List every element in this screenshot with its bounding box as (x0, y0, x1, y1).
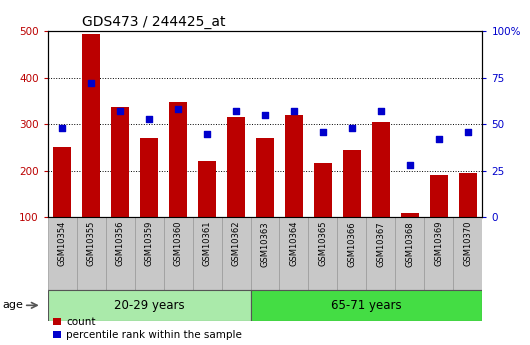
Bar (453, 217, 482, 290)
Bar (251, 217, 279, 290)
Bar (285, 115, 303, 217)
Bar (314, 163, 332, 217)
Bar (257, 138, 273, 217)
Bar (308, 217, 338, 290)
Text: GSM10363: GSM10363 (261, 221, 269, 267)
Bar (251, 290, 482, 321)
Bar (77, 217, 105, 290)
Bar (366, 217, 395, 290)
Text: GSM10359: GSM10359 (145, 221, 154, 266)
Bar (279, 217, 308, 290)
Point (290, 108, 298, 114)
Point (58, 125, 66, 131)
Text: GSM10364: GSM10364 (289, 221, 298, 266)
Text: GSM10354: GSM10354 (58, 221, 67, 266)
Bar (395, 217, 425, 290)
Point (174, 107, 182, 112)
Bar (343, 150, 360, 217)
Text: GSM10367: GSM10367 (376, 221, 385, 267)
Point (203, 131, 211, 136)
Point (87, 80, 95, 86)
Point (232, 108, 240, 114)
Text: GSM10366: GSM10366 (348, 221, 356, 267)
Text: GSM10361: GSM10361 (202, 221, 211, 266)
Text: 65-71 years: 65-71 years (331, 299, 402, 312)
Bar (459, 173, 476, 217)
Point (464, 129, 472, 135)
Bar (135, 217, 164, 290)
Point (261, 112, 269, 118)
Text: GDS473 / 244425_at: GDS473 / 244425_at (83, 14, 226, 29)
Bar (140, 138, 158, 217)
Bar (164, 217, 192, 290)
Bar (192, 217, 222, 290)
Point (116, 108, 125, 114)
Bar (170, 102, 187, 217)
Bar (83, 34, 100, 217)
Bar (198, 161, 216, 217)
Bar (227, 117, 245, 217)
Bar (401, 213, 419, 217)
Bar (425, 217, 453, 290)
Bar (372, 122, 390, 217)
Text: GSM10360: GSM10360 (174, 221, 182, 266)
Text: GSM10368: GSM10368 (405, 221, 414, 267)
Bar (430, 175, 447, 217)
Point (145, 116, 153, 121)
Text: GSM10362: GSM10362 (232, 221, 241, 266)
Bar (48, 290, 251, 321)
Bar (54, 148, 71, 217)
Point (319, 129, 327, 135)
Bar (105, 217, 135, 290)
Text: GSM10365: GSM10365 (319, 221, 328, 266)
Text: GSM10369: GSM10369 (435, 221, 443, 266)
Bar (222, 217, 251, 290)
Legend: count, percentile rank within the sample: count, percentile rank within the sample (53, 317, 242, 340)
Text: GSM10370: GSM10370 (463, 221, 472, 266)
Point (377, 108, 385, 114)
Bar (48, 217, 77, 290)
Bar (338, 217, 366, 290)
Point (405, 162, 414, 168)
Text: age: age (3, 300, 23, 310)
Point (435, 136, 443, 142)
Text: GSM10356: GSM10356 (116, 221, 125, 266)
Text: 20-29 years: 20-29 years (114, 299, 184, 312)
Point (348, 125, 356, 131)
Text: GSM10355: GSM10355 (87, 221, 95, 266)
Bar (111, 107, 129, 217)
